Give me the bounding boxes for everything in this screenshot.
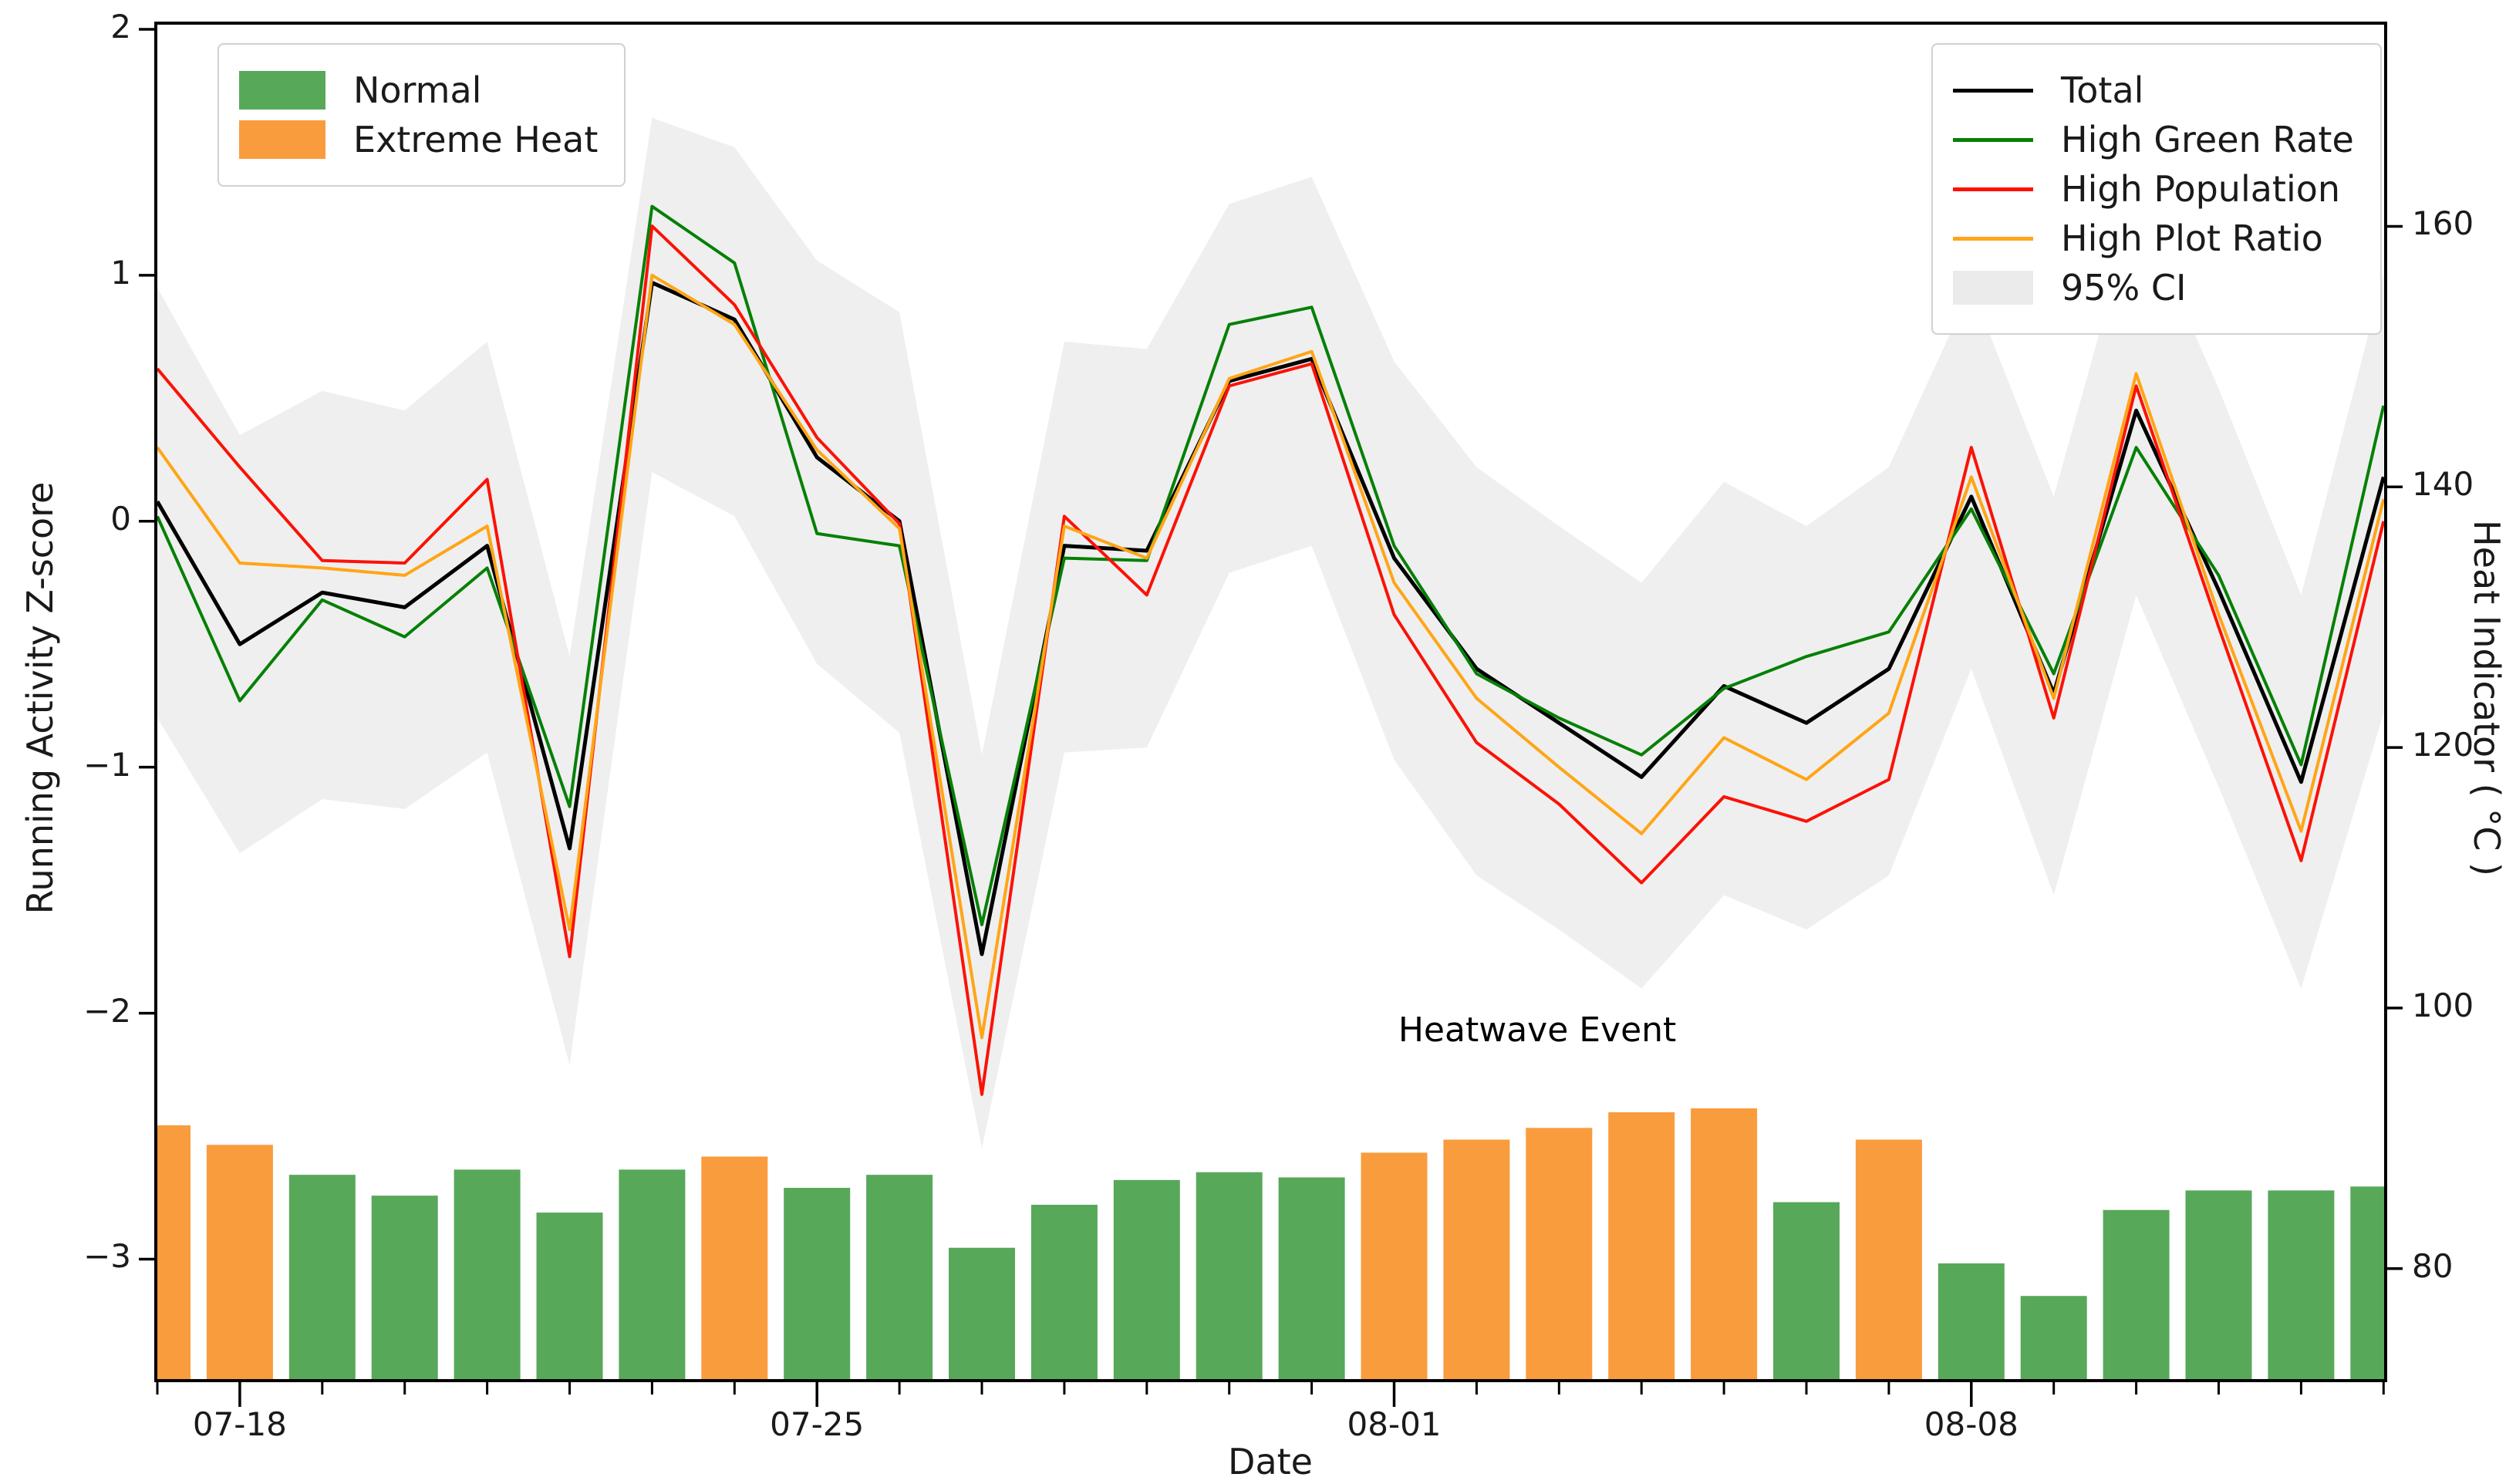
bar-07-24-extreme bbox=[701, 1156, 768, 1381]
y-axis-right-title: Heat Indicator ( °C ) bbox=[2466, 520, 2508, 876]
axes-frame bbox=[154, 22, 2387, 1382]
legend-item-extreme-heat: Extreme Heat bbox=[239, 119, 598, 160]
bar-07-23-normal bbox=[619, 1169, 686, 1381]
high-population-line-swatch bbox=[1953, 187, 2033, 191]
bar-08-04-extreme bbox=[1608, 1112, 1675, 1381]
legend-bars: Normal Extreme Heat bbox=[218, 43, 626, 187]
legend-item-total: Total bbox=[1953, 69, 2354, 111]
y-right-tick-label: 140 bbox=[2412, 465, 2474, 504]
bar-07-18-extreme bbox=[206, 1145, 273, 1381]
bar-07-28-normal bbox=[1030, 1204, 1098, 1381]
plot-area bbox=[156, 117, 2386, 1381]
legend-item-normal: Normal bbox=[239, 69, 598, 111]
y-left-tick-label: −2 bbox=[83, 991, 131, 1030]
legend-label: High Plot Ratio bbox=[2061, 218, 2323, 259]
bar-07-22-normal bbox=[536, 1212, 603, 1381]
y-right-tick-label: 120 bbox=[2412, 726, 2474, 764]
normal-color-swatch bbox=[239, 71, 325, 110]
line-total bbox=[156, 280, 2386, 956]
bar-07-29-normal bbox=[1113, 1179, 1180, 1381]
high-plot-ratio-line-swatch bbox=[1953, 236, 2033, 241]
legend-lines: Total High Green Rate High Population Hi… bbox=[1931, 43, 2382, 335]
bar-07-20-normal bbox=[371, 1196, 438, 1381]
bar-08-05-extreme bbox=[1691, 1108, 1758, 1381]
ci-band bbox=[157, 117, 2384, 1148]
legend-item-high-population: High Population bbox=[1953, 168, 2354, 210]
bar-08-03-extreme bbox=[1526, 1128, 1593, 1381]
y-right-tick-label: 80 bbox=[2412, 1246, 2454, 1285]
bar-08-11-normal bbox=[2185, 1190, 2252, 1381]
bar-08-12-normal bbox=[2268, 1190, 2335, 1381]
legend-label: Total bbox=[2061, 69, 2144, 111]
bar-08-09-normal bbox=[2020, 1296, 2087, 1381]
y-right-tick-label: 160 bbox=[2412, 204, 2474, 243]
y-left-tick-label: 0 bbox=[110, 499, 131, 538]
ci-color-swatch bbox=[1953, 271, 2033, 305]
bar-08-10-normal bbox=[2103, 1209, 2170, 1381]
y-left-tick-label: −3 bbox=[83, 1237, 131, 1276]
legend-item-high-plot-ratio: High Plot Ratio bbox=[1953, 218, 2354, 259]
y-left-tick-label: 2 bbox=[110, 7, 131, 46]
x-tick-label: 07-18 bbox=[192, 1405, 287, 1443]
bar-07-30-normal bbox=[1196, 1172, 1263, 1381]
bar-07-25-normal bbox=[784, 1188, 851, 1381]
legend-label: High Green Rate bbox=[2061, 119, 2354, 160]
bar-08-02-extreme bbox=[1443, 1139, 1510, 1381]
x-tick-label: 08-08 bbox=[1924, 1405, 2019, 1443]
legend-item-high-green-rate: High Green Rate bbox=[1953, 119, 2354, 160]
y-left-tick-label: 1 bbox=[110, 253, 131, 292]
bar-08-07-extreme bbox=[1855, 1139, 1922, 1381]
line-high-plot-ratio bbox=[156, 273, 2386, 1040]
legend-label: Extreme Heat bbox=[353, 119, 599, 160]
x-axis-title: Date bbox=[1228, 1441, 1313, 1482]
bar-08-01-extreme bbox=[1361, 1152, 1428, 1381]
bar-07-21-normal bbox=[454, 1169, 521, 1381]
x-tick-label: 07-25 bbox=[770, 1405, 865, 1443]
bar-08-13-normal bbox=[2350, 1186, 2386, 1381]
bar-07-26-normal bbox=[866, 1175, 933, 1381]
bar-08-08-normal bbox=[1938, 1263, 2005, 1381]
legend-item-95-ci: 95% CI bbox=[1953, 267, 2354, 309]
high-green-rate-line-swatch bbox=[1953, 137, 2033, 142]
x-tick-label: 08-01 bbox=[1347, 1405, 1442, 1443]
bar-07-27-normal bbox=[949, 1247, 1015, 1381]
legend-label: Normal bbox=[353, 69, 482, 111]
bar-07-17-extreme bbox=[156, 1125, 191, 1381]
y-axis-left-title: Running Activity Z-score bbox=[19, 481, 61, 915]
y-left-tick-label: −1 bbox=[83, 745, 131, 784]
annotation-heatwave-event: Heatwave Event bbox=[1398, 1010, 1677, 1050]
line-high-population bbox=[156, 224, 2386, 1096]
legend-label: High Population bbox=[2061, 168, 2341, 210]
y-right-tick-label: 100 bbox=[2412, 986, 2474, 1024]
total-line-swatch bbox=[1953, 88, 2033, 93]
bar-07-31-normal bbox=[1278, 1177, 1345, 1381]
legend-label: 95% CI bbox=[2061, 267, 2187, 309]
bar-07-19-normal bbox=[288, 1175, 356, 1381]
extreme-heat-color-swatch bbox=[239, 120, 325, 159]
bar-08-06-normal bbox=[1773, 1202, 1840, 1381]
